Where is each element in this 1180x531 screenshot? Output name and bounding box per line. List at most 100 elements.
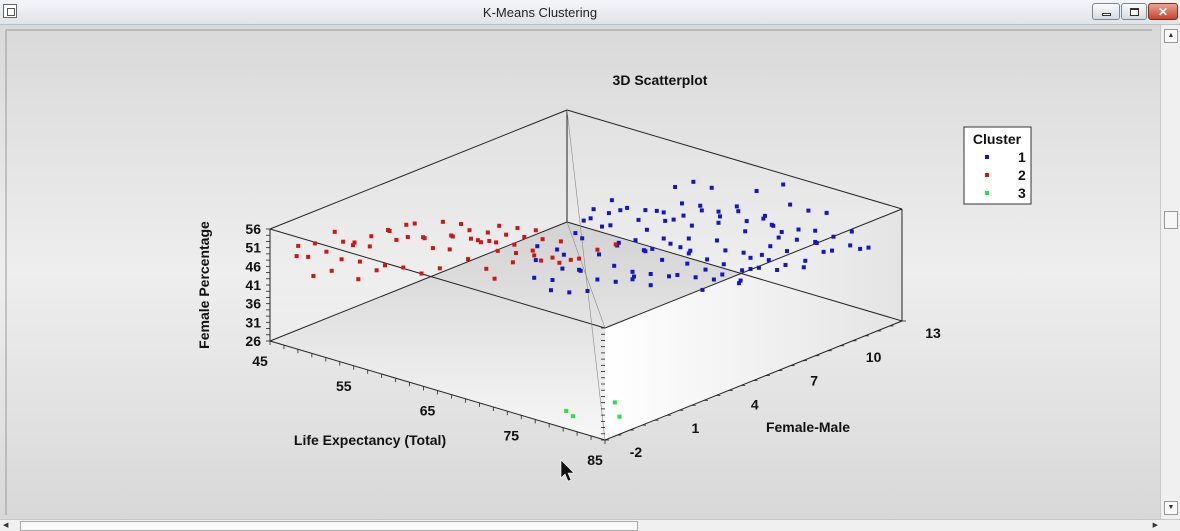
point-s2-27 <box>383 263 387 268</box>
point-s1-89 <box>573 231 578 236</box>
point-s1-3 <box>636 217 641 222</box>
horizontal-scrollbar[interactable]: ◀ ▶ <box>0 519 1180 531</box>
point-s2-40 <box>522 235 527 239</box>
point-s1-27 <box>741 250 746 255</box>
point-s1-93 <box>736 209 741 214</box>
point-s1-28 <box>759 252 764 257</box>
point-s1-106 <box>700 287 705 292</box>
point-s1-63 <box>673 185 678 189</box>
point-s2-61 <box>497 223 502 228</box>
point-s2-58 <box>324 249 329 254</box>
point-s2-38 <box>485 230 490 235</box>
point-s1-76 <box>595 277 600 282</box>
x-axis-label: Life Expectancy (Total) <box>294 432 446 448</box>
point-s1-64 <box>691 179 696 184</box>
point-s2-10 <box>430 246 435 251</box>
point-s2-41 <box>540 237 545 242</box>
point-s2-47 <box>514 251 518 256</box>
point-s1-30 <box>766 258 771 263</box>
y-tick-label-2: 4 <box>751 396 759 412</box>
point-s1-75 <box>577 267 582 272</box>
point-s1-105 <box>866 245 871 250</box>
point-s1-88 <box>555 247 560 252</box>
point-s2-3 <box>332 229 337 234</box>
point-s1-101 <box>813 228 818 233</box>
chart-title: 3D Scatterplot <box>613 72 708 88</box>
point-s2-13 <box>447 247 452 252</box>
point-s1-55 <box>606 211 611 216</box>
point-s1-59 <box>680 201 684 206</box>
point-s2-28 <box>374 268 379 273</box>
plot-area: 45 55 65 75 85 -2 1 4 7 10 13 26 31 36 41 46 51 56 3D Sca… <box>0 25 1160 519</box>
point-s2-26 <box>401 265 406 270</box>
point-s1-92 <box>718 214 722 219</box>
point-s2-53 <box>613 242 618 247</box>
point-s1-50 <box>693 275 698 280</box>
point-s1-81 <box>535 244 540 249</box>
point-s2-21 <box>466 257 470 262</box>
vertical-scroll-thumb[interactable] <box>1164 211 1178 229</box>
point-s1-1 <box>600 224 604 229</box>
point-s2-0 <box>296 243 301 248</box>
point-s1-84 <box>550 278 555 282</box>
point-s2-36 <box>459 222 464 226</box>
box-edge-6 <box>566 109 903 210</box>
point-s1-40 <box>775 268 780 272</box>
x-tick-label-3: 75 <box>504 427 520 443</box>
point-s3-0 <box>571 414 575 419</box>
point-s3-3 <box>617 414 622 419</box>
point-s2-59 <box>306 254 311 259</box>
point-s1-69 <box>806 208 811 213</box>
point-s3-2 <box>612 400 617 405</box>
y-tick-label-5: 13 <box>925 325 941 341</box>
scroll-up-icon[interactable]: ▲ <box>1164 29 1178 43</box>
point-s1-111 <box>650 246 655 251</box>
point-s1-94 <box>744 219 749 224</box>
point-s1-98 <box>609 198 614 203</box>
horizontal-scroll-thumb[interactable] <box>20 521 638 531</box>
vertical-scrollbar[interactable]: ▲ ▼ <box>1160 25 1180 519</box>
box-edge-2 <box>566 221 903 322</box>
point-s1-6 <box>661 236 666 241</box>
maximize-button[interactable] <box>1121 3 1147 20</box>
point-s2-51 <box>577 256 582 261</box>
close-button[interactable] <box>1148 3 1178 20</box>
point-s2-56 <box>369 234 374 239</box>
point-s2-29 <box>356 277 361 282</box>
legend-label-1: 1 <box>1018 149 1026 165</box>
legend-marker-3 <box>985 191 989 195</box>
point-s2-50 <box>568 257 573 262</box>
point-s1-22 <box>660 257 665 262</box>
scroll-left-icon[interactable]: ◀ <box>3 522 9 529</box>
point-s2-23 <box>492 276 497 281</box>
point-s2-32 <box>311 274 316 278</box>
point-s1-72 <box>561 252 566 257</box>
point-s1-51 <box>711 277 716 282</box>
point-s1-110 <box>671 217 676 222</box>
legend-label-3: 3 <box>1018 185 1026 201</box>
app-icon[interactable] <box>3 4 17 18</box>
point-s2-37 <box>467 228 472 233</box>
point-s1-83 <box>532 275 537 280</box>
point-s1-65 <box>709 185 714 190</box>
point-s1-8 <box>678 245 683 250</box>
point-s1-96 <box>771 223 776 228</box>
point-s2-25 <box>419 271 424 276</box>
point-s2-52 <box>595 247 600 252</box>
point-s1-29 <box>748 255 753 260</box>
point-s2-6 <box>367 244 372 249</box>
point-s2-1 <box>294 254 299 259</box>
point-s1-23 <box>688 248 693 253</box>
window-title: K-Means Clustering <box>482 5 598 20</box>
point-s1-17 <box>813 239 818 244</box>
legend: Cluster 1 2 3 <box>963 126 1032 205</box>
point-s1-113 <box>686 236 691 241</box>
scroll-right-icon[interactable]: ▶ <box>1152 522 1158 529</box>
minimize-button[interactable] <box>1092 3 1120 20</box>
point-s1-100 <box>794 237 799 242</box>
point-s2-17 <box>530 248 535 253</box>
point-s1-66 <box>754 189 759 193</box>
point-s2-60 <box>352 240 357 245</box>
point-s1-80 <box>648 283 653 288</box>
scroll-down-icon[interactable]: ▼ <box>1164 501 1178 515</box>
